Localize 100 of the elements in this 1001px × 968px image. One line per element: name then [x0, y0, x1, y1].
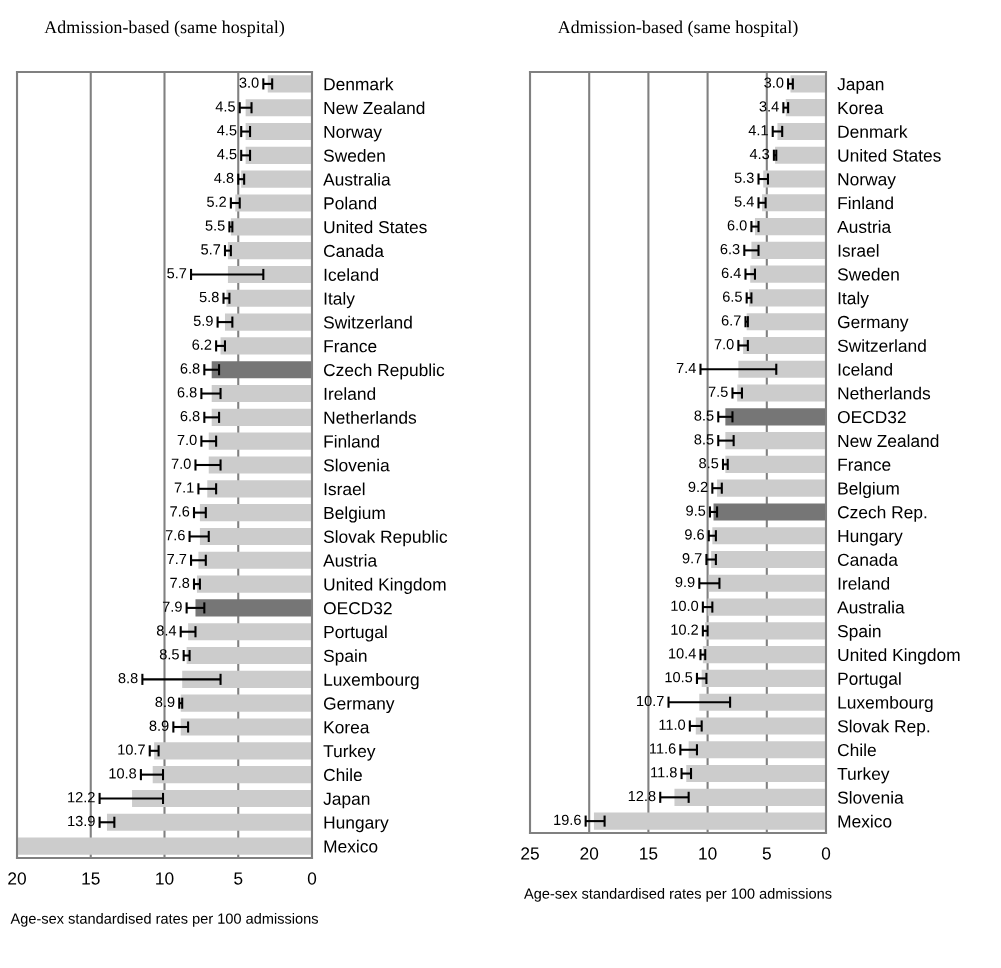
data-label: 7.1: [174, 482, 194, 493]
bar: [686, 764, 826, 783]
data-label: 6.8: [180, 363, 200, 374]
y-tick-label: Luxembourg: [838, 695, 933, 713]
chart-title: Admission-based (same hospital): [557, 20, 798, 37]
y-tick-label: Korea: [324, 721, 370, 734]
y-tick-label: Spain: [323, 649, 367, 666]
bar: [699, 693, 826, 711]
y-tick-label: Denmark: [324, 77, 394, 91]
bar: [106, 813, 312, 831]
y-tick-label: Czech Republic: [323, 363, 445, 380]
bar: [224, 313, 312, 331]
bar: [208, 432, 312, 450]
data-label: 7.0: [714, 339, 734, 350]
data-label: 10.4: [669, 648, 696, 659]
bar: [777, 122, 826, 141]
data-label: 6.7: [721, 315, 741, 326]
x-tick-label: 25: [521, 847, 539, 860]
y-tick-label: Australia: [837, 600, 905, 614]
bar: [235, 194, 312, 212]
bar: [241, 170, 312, 188]
bar: [208, 456, 312, 474]
bar: [785, 99, 826, 117]
data-label: 4.1: [748, 125, 768, 136]
bar: [227, 242, 312, 260]
x-tick-label: 20: [580, 847, 599, 860]
y-tick-label: Hungary: [324, 816, 389, 833]
data-label: 13.9: [68, 815, 95, 827]
y-tick-label: United States: [324, 220, 427, 234]
y-tick-label: Chile: [837, 743, 876, 757]
data-label: 7.6: [165, 530, 185, 541]
data-label: 7.7: [167, 554, 187, 565]
y-tick-label: Hungary: [838, 530, 903, 546]
bar: [688, 741, 826, 759]
x-tick-label: 5: [762, 847, 771, 860]
data-label: 9.9: [675, 576, 695, 588]
bar: [775, 146, 826, 164]
bar: [762, 194, 826, 212]
data-label: 7.6: [170, 506, 190, 517]
x-tick-label: 15: [82, 872, 100, 885]
bar: [708, 574, 826, 592]
bar: [725, 455, 826, 473]
y-tick-label: Finland: [838, 196, 893, 210]
data-label: 6.8: [180, 410, 200, 422]
bar: [751, 241, 826, 259]
y-tick-label: Spain: [837, 624, 881, 641]
data-label: 6.5: [722, 291, 742, 302]
bar: [199, 527, 312, 546]
data-label: 10.8: [109, 768, 137, 779]
data-label: 5.5: [205, 220, 225, 231]
bar: [154, 742, 312, 760]
data-label: 10.0: [671, 600, 699, 611]
bar: [245, 122, 312, 141]
y-tick-label: France: [324, 340, 377, 353]
data-label: 5.2: [207, 196, 226, 207]
y-tick-label: Ireland: [324, 387, 376, 401]
data-label: 12.2: [68, 792, 95, 803]
data-label: 7.9: [162, 601, 182, 612]
y-tick-label: Turkey: [837, 767, 890, 784]
y-tick-label: Japan: [323, 792, 370, 809]
bar: [17, 837, 312, 855]
y-tick-label: Luxembourg: [324, 673, 419, 690]
y-tick-label: OECD32: [323, 602, 392, 615]
bar: [199, 504, 312, 522]
data-label: 8.5: [694, 410, 714, 421]
bar: [707, 598, 826, 616]
data-label: 8.5: [159, 649, 179, 660]
y-tick-label: Israel: [324, 482, 365, 496]
y-tick-label: Switzerland: [323, 315, 412, 329]
data-label: 9.5: [686, 505, 706, 516]
y-tick-label: France: [838, 458, 891, 471]
data-label: 5.9: [193, 315, 213, 327]
x-axis-title: Age-sex standardised rates per 100 admissions: [10, 913, 318, 927]
y-tick-label: Mexico: [838, 814, 892, 828]
bar: [182, 670, 312, 688]
data-label: 6.0: [727, 220, 747, 231]
y-tick-label: Netherlands: [838, 386, 931, 400]
y-tick-label: Israel: [838, 244, 879, 257]
bar: [763, 170, 826, 188]
data-label: 11.6: [650, 743, 676, 754]
y-tick-label: Ireland: [838, 577, 890, 590]
data-label: 10.2: [671, 624, 698, 635]
data-label: 10.7: [118, 744, 145, 755]
data-label: 3.4: [759, 101, 779, 112]
y-tick-label: Switzerland: [837, 339, 926, 352]
data-label: 8.5: [694, 434, 714, 445]
data-label: 11.8: [651, 767, 677, 778]
data-label: 7.0: [177, 434, 197, 446]
data-label: 8.9: [155, 696, 175, 708]
y-tick-label: Austria: [837, 220, 892, 234]
y-tick-label: Netherlands: [324, 411, 417, 424]
bar: [790, 75, 826, 93]
bar: [695, 717, 826, 735]
data-label: 9.7: [682, 553, 702, 564]
y-tick-label: Belgium: [324, 506, 385, 523]
data-label: 6.4: [721, 267, 741, 279]
data-label: 8.5: [699, 457, 719, 469]
data-label: 5.7: [201, 244, 221, 255]
bar: [746, 313, 826, 331]
bar: [743, 336, 826, 355]
